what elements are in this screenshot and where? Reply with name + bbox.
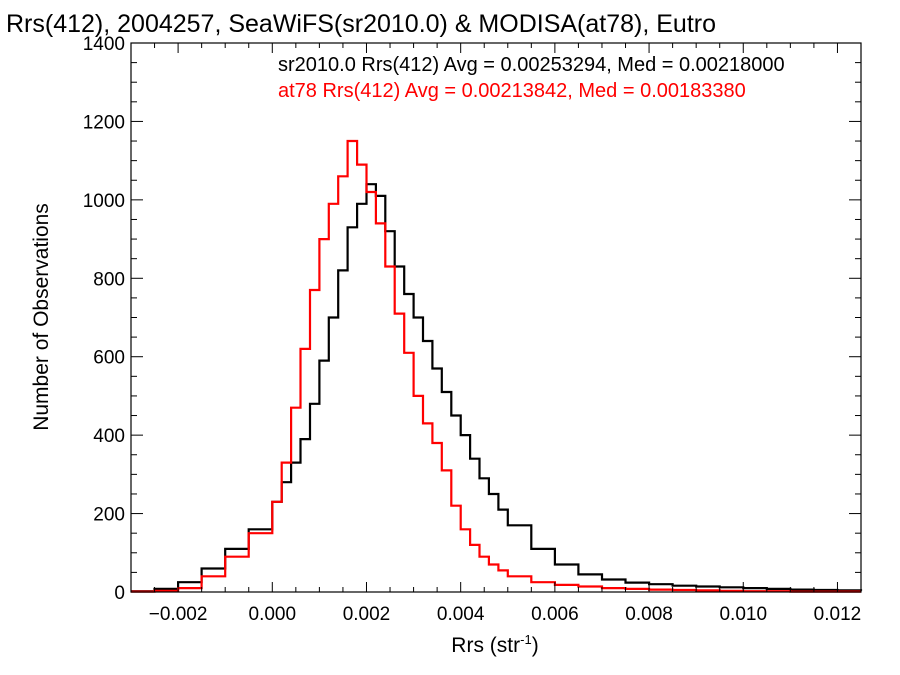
x-axis-label-superscript: -1 [520,632,532,647]
x-axis-label-end: ) [532,634,539,657]
legend-entry-at78: at78 Rrs(412) Avg = 0.00213842, Med = 0.… [278,80,746,102]
x-tick-label: −0.002 [149,604,208,625]
legend-entry-sr2010: sr2010.0 Rrs(412) Avg = 0.00253294, Med … [278,54,785,76]
y-tick-label: 600 [93,348,125,369]
y-tick-label: 800 [93,269,125,290]
x-tick-label: 0.004 [437,604,485,625]
y-axis-label: Number of Observations [30,203,53,431]
x-axis-label: Rrs (str-1) [451,632,538,657]
x-tick-label: 0.002 [343,604,391,625]
x-axis-label-main: Rrs (str [451,634,520,657]
y-tick-label: 1400 [83,34,125,55]
x-tick-label: 0.006 [531,604,579,625]
x-tick-label: 0.000 [249,604,297,625]
chart-title: Rrs(412), 2004257, SeaWiFS(sr2010.0) & M… [6,10,716,38]
ticks-layer: −0.002 0.000 0.002 0.004 0.006 0.008 0.010 0.01… [83,34,862,625]
series-sr2010-0-line [131,183,863,593]
y-tick-label: 400 [93,426,125,447]
legend: sr2010.0 Rrs(412) Avg = 0.00253294, Med … [278,54,785,102]
y-tick-label: 0 [114,583,125,604]
x-tick-label: 0.012 [814,604,862,625]
x-tick-label: 0.010 [719,604,767,625]
x-tick-label: 0.008 [625,604,673,625]
y-tick-label: 1200 [83,112,125,133]
y-tick-label: 1000 [83,191,125,212]
y-tick-label: 200 [93,505,125,526]
